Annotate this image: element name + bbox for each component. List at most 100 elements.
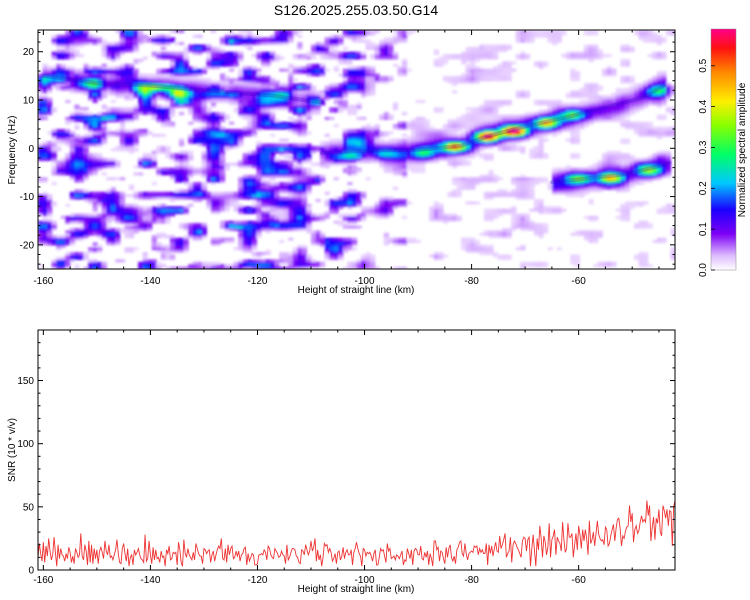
heatmap-cell bbox=[106, 85, 112, 89]
heatmap-cell bbox=[224, 128, 230, 132]
heatmap-cell bbox=[265, 114, 271, 118]
heatmap-cell bbox=[260, 97, 267, 101]
heatmap-cell bbox=[270, 148, 276, 152]
heatmap-cell bbox=[420, 133, 426, 137]
heatmap-cell bbox=[65, 83, 71, 87]
heatmap-cell bbox=[124, 37, 130, 41]
heatmap-cell bbox=[383, 215, 389, 219]
heatmap-cell bbox=[301, 225, 308, 229]
heatmap-cell bbox=[156, 167, 162, 171]
heatmap-cell bbox=[206, 46, 212, 50]
heatmap-cell bbox=[133, 42, 139, 46]
heatmap-cell bbox=[65, 119, 71, 123]
heatmap-cell bbox=[151, 102, 157, 106]
heatmap-cell bbox=[383, 167, 389, 171]
heatmap-cell bbox=[265, 61, 271, 65]
heatmap-cell bbox=[188, 97, 194, 101]
heatmap-cell bbox=[397, 201, 403, 205]
heatmap-cell bbox=[465, 145, 471, 149]
heatmap-cell bbox=[301, 153, 308, 157]
heatmap-cell bbox=[429, 148, 435, 152]
heatmap-cell bbox=[379, 213, 385, 217]
heatmap-cell bbox=[442, 124, 449, 128]
heatmap-cell bbox=[420, 131, 426, 135]
heatmap-cell bbox=[156, 95, 162, 99]
heatmap-cell bbox=[383, 242, 389, 246]
heatmap-cell bbox=[115, 90, 121, 94]
heatmap-cell bbox=[92, 119, 98, 123]
heatmap-cell bbox=[415, 150, 421, 154]
heatmap-cell bbox=[47, 71, 53, 75]
heatmap-cell bbox=[169, 97, 176, 101]
heatmap-cell bbox=[347, 85, 353, 89]
heatmap-cell bbox=[356, 155, 362, 159]
heatmap-cell bbox=[402, 112, 408, 116]
heatmap-cell bbox=[174, 83, 180, 87]
heatmap-cell bbox=[106, 177, 112, 181]
heatmap-cell bbox=[320, 237, 326, 241]
heatmap-cell bbox=[183, 165, 189, 169]
heatmap-cell bbox=[270, 227, 276, 231]
heatmap-cell bbox=[311, 54, 317, 58]
heatmap-cell bbox=[156, 172, 162, 176]
heatmap-cell bbox=[183, 78, 189, 82]
heatmap-cell bbox=[270, 107, 276, 111]
heatmap-cell bbox=[411, 240, 417, 244]
heatmap-cell bbox=[433, 201, 439, 205]
heatmap-cell bbox=[265, 102, 271, 106]
heatmap-cell bbox=[179, 225, 185, 229]
heatmap-cell bbox=[201, 191, 207, 195]
heatmap-cell bbox=[229, 85, 235, 89]
heatmap-cell bbox=[306, 71, 312, 75]
heatmap-cell bbox=[365, 126, 371, 130]
heatmap-cell bbox=[197, 97, 203, 101]
heatmap-cell bbox=[388, 114, 394, 118]
heatmap-cell bbox=[115, 201, 121, 205]
heatmap-cell bbox=[297, 71, 303, 75]
heatmap-cell bbox=[201, 182, 207, 186]
heatmap-cell bbox=[65, 32, 71, 36]
heatmap-cell bbox=[179, 160, 185, 164]
heatmap-cell bbox=[392, 150, 399, 154]
heatmap-cell bbox=[301, 179, 308, 183]
heatmap-cell bbox=[115, 148, 121, 152]
heatmap-cell bbox=[347, 155, 353, 159]
heatmap-cell bbox=[270, 58, 276, 62]
heatmap-cell bbox=[292, 119, 298, 123]
heatmap-cell bbox=[247, 92, 253, 96]
heatmap-cell bbox=[38, 90, 44, 94]
heatmap-cell bbox=[456, 80, 462, 84]
heatmap-cell bbox=[160, 109, 166, 113]
heatmap-cell bbox=[420, 141, 426, 145]
heatmap-cell bbox=[465, 177, 471, 181]
heatmap-cell bbox=[229, 121, 235, 125]
heatmap-cell bbox=[69, 68, 75, 72]
heatmap-cell bbox=[361, 261, 367, 265]
heatmap-cell bbox=[192, 104, 198, 108]
heatmap-cell bbox=[92, 247, 98, 251]
heatmap-cell bbox=[306, 203, 312, 207]
heatmap-cell bbox=[406, 157, 412, 161]
heatmap-cell bbox=[110, 177, 116, 181]
heatmap-cell bbox=[74, 237, 80, 241]
heatmap-cell bbox=[247, 128, 253, 132]
heatmap-cell bbox=[297, 44, 303, 48]
heatmap-cell bbox=[415, 167, 421, 171]
heatmap-cell bbox=[351, 141, 358, 145]
heatmap-cell bbox=[78, 54, 85, 58]
heatmap-cell bbox=[452, 145, 458, 149]
heatmap-cell bbox=[238, 73, 244, 77]
heatmap-cell bbox=[192, 131, 198, 135]
heatmap-cell bbox=[215, 92, 221, 96]
heatmap-cell bbox=[197, 46, 203, 50]
heatmap-cell bbox=[279, 182, 285, 186]
heatmap-cell bbox=[124, 230, 130, 234]
heatmap-cell bbox=[129, 37, 135, 41]
heatmap-cell bbox=[279, 206, 285, 210]
heatmap-cell bbox=[329, 247, 335, 251]
heatmap-cell bbox=[188, 121, 194, 125]
heatmap-cell bbox=[301, 184, 308, 188]
heatmap-cell bbox=[251, 97, 257, 101]
heatmap-cell bbox=[279, 148, 285, 152]
heatmap-cell bbox=[83, 114, 89, 118]
